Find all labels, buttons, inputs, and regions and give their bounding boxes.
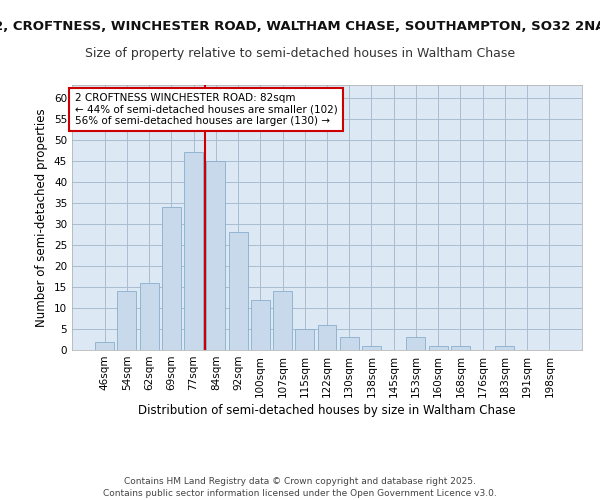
Bar bbox=[95, 342, 114, 350]
Bar bbox=[251, 300, 270, 350]
X-axis label: Distribution of semi-detached houses by size in Waltham Chase: Distribution of semi-detached houses by … bbox=[138, 404, 516, 417]
Text: Size of property relative to semi-detached houses in Waltham Chase: Size of property relative to semi-detach… bbox=[85, 48, 515, 60]
Text: 2, CROFTNESS, WINCHESTER ROAD, WALTHAM CHASE, SOUTHAMPTON, SO32 2NA: 2, CROFTNESS, WINCHESTER ROAD, WALTHAM C… bbox=[0, 20, 600, 33]
Text: 2 CROFTNESS WINCHESTER ROAD: 82sqm
← 44% of semi-detached houses are smaller (10: 2 CROFTNESS WINCHESTER ROAD: 82sqm ← 44%… bbox=[74, 93, 337, 126]
Bar bbox=[273, 291, 292, 350]
Bar bbox=[451, 346, 470, 350]
Bar bbox=[317, 325, 337, 350]
Bar bbox=[362, 346, 381, 350]
Bar bbox=[496, 346, 514, 350]
Text: Contains HM Land Registry data © Crown copyright and database right 2025.
Contai: Contains HM Land Registry data © Crown c… bbox=[103, 476, 497, 498]
Bar bbox=[229, 232, 248, 350]
Bar bbox=[162, 207, 181, 350]
Y-axis label: Number of semi-detached properties: Number of semi-detached properties bbox=[35, 108, 49, 327]
Bar bbox=[118, 291, 136, 350]
Bar bbox=[429, 346, 448, 350]
Bar bbox=[140, 282, 158, 350]
Bar bbox=[295, 329, 314, 350]
Bar bbox=[184, 152, 203, 350]
Bar bbox=[340, 338, 359, 350]
Bar bbox=[406, 338, 425, 350]
Bar bbox=[206, 160, 225, 350]
